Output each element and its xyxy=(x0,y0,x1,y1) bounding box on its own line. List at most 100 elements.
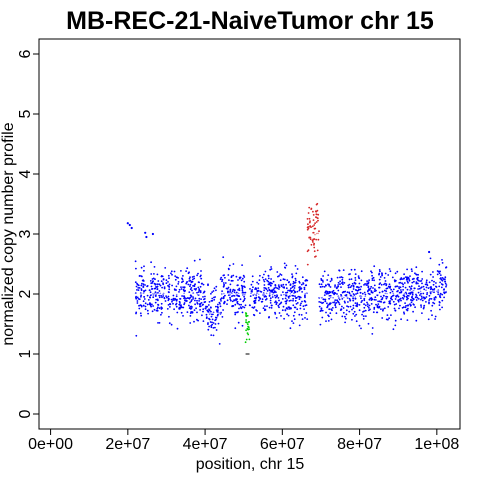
data-point xyxy=(377,300,379,303)
data-point xyxy=(409,275,411,277)
data-point xyxy=(305,284,308,287)
data-point xyxy=(429,292,432,295)
data-point xyxy=(363,306,366,309)
data-point xyxy=(406,268,408,271)
data-point xyxy=(215,285,218,288)
data-point xyxy=(144,308,147,311)
data-point xyxy=(233,299,236,302)
data-point xyxy=(234,327,237,330)
data-point xyxy=(202,296,204,298)
data-point xyxy=(369,287,372,290)
data-point xyxy=(316,249,319,252)
data-point xyxy=(189,276,191,279)
data-point xyxy=(135,311,138,314)
data-point xyxy=(390,288,393,291)
data-point xyxy=(192,278,194,281)
data-point xyxy=(352,285,355,288)
data-point xyxy=(382,309,384,312)
data-point xyxy=(261,300,264,303)
data-point xyxy=(153,287,156,290)
data-point xyxy=(350,278,353,280)
data-point xyxy=(249,295,252,297)
data-point xyxy=(361,292,364,295)
data-point xyxy=(222,296,225,299)
data-point xyxy=(441,277,444,279)
data-point xyxy=(367,285,370,288)
data-point xyxy=(136,289,138,291)
data-point xyxy=(411,270,413,272)
data-point xyxy=(164,267,167,269)
data-point xyxy=(321,316,324,319)
data-point xyxy=(258,296,261,299)
data-point xyxy=(156,288,159,291)
data-point xyxy=(387,274,390,276)
data-point xyxy=(420,298,422,301)
data-point xyxy=(178,300,181,303)
data-point xyxy=(445,285,447,288)
data-point xyxy=(162,278,165,281)
data-point xyxy=(267,280,270,283)
data-point xyxy=(253,314,256,317)
data-point xyxy=(155,298,158,301)
data-point xyxy=(186,267,189,270)
data-point xyxy=(434,296,437,298)
data-point xyxy=(191,276,194,278)
data-point xyxy=(202,308,205,311)
data-point xyxy=(428,299,430,301)
data-point xyxy=(419,280,421,282)
data-point xyxy=(313,250,316,253)
data-point xyxy=(187,272,190,275)
data-point xyxy=(178,308,181,310)
data-point xyxy=(356,302,359,305)
data-point xyxy=(275,317,278,319)
data-point xyxy=(356,303,359,306)
data-point xyxy=(289,283,292,286)
data-point xyxy=(280,285,283,288)
data-point xyxy=(201,282,204,285)
data-point xyxy=(156,273,159,276)
data-point xyxy=(263,305,266,307)
data-point xyxy=(276,287,279,290)
data-point xyxy=(283,317,285,320)
data-point xyxy=(348,292,351,295)
data-point xyxy=(326,302,328,305)
data-point xyxy=(219,305,222,308)
data-point xyxy=(389,270,392,273)
data-point xyxy=(154,283,157,286)
data-point xyxy=(282,278,285,281)
data-point xyxy=(323,286,326,288)
data-point xyxy=(241,287,244,290)
data-point xyxy=(317,213,320,216)
data-point xyxy=(247,326,250,329)
data-point xyxy=(389,291,392,294)
data-point xyxy=(344,294,347,297)
data-point xyxy=(417,282,419,285)
data-point xyxy=(396,270,399,273)
data-point xyxy=(139,274,141,277)
data-point xyxy=(337,281,340,284)
data-point xyxy=(140,275,143,277)
data-point xyxy=(325,311,327,314)
data-point xyxy=(210,326,213,329)
data-point xyxy=(363,303,365,306)
data-point xyxy=(268,306,271,309)
data-point xyxy=(284,297,287,300)
data-point xyxy=(194,303,197,306)
data-point xyxy=(189,285,191,288)
data-point xyxy=(413,280,415,283)
data-point xyxy=(360,279,363,282)
data-point xyxy=(415,281,418,284)
data-point xyxy=(151,278,154,280)
data-point xyxy=(312,210,314,213)
outlier-point xyxy=(144,231,147,234)
data-point xyxy=(155,309,158,312)
data-point xyxy=(306,318,309,320)
data-point xyxy=(158,290,161,292)
data-point xyxy=(367,281,370,283)
data-point xyxy=(224,294,226,297)
data-point xyxy=(393,279,396,281)
data-point xyxy=(149,302,151,304)
data-point xyxy=(439,277,442,280)
data-point xyxy=(217,303,219,306)
data-point xyxy=(421,282,423,285)
